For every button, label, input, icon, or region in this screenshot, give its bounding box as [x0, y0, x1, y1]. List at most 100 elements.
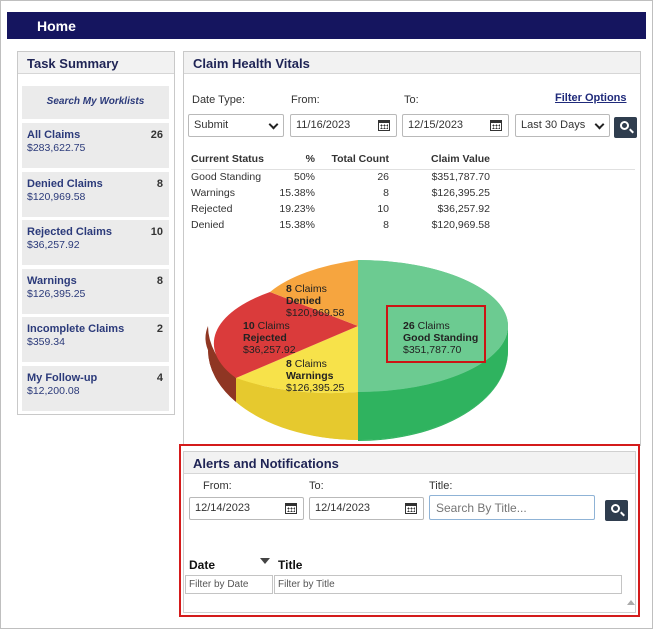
pie-label-count: 8: [286, 283, 292, 295]
table-cell: 26: [377, 171, 389, 184]
pie-label-status: Warnings: [286, 370, 334, 382]
col-total-count: Total Count: [315, 151, 389, 170]
task-item-count: 10: [150, 226, 163, 238]
alerts-highlight-outline: [179, 444, 640, 617]
table-row: Warnings 15.38% 8 $126,395.25: [191, 185, 635, 201]
date-type-value: Submit: [194, 119, 229, 131]
task-item-name: Rejected Claims: [27, 226, 112, 238]
calendar-icon[interactable]: [405, 503, 417, 514]
top-nav-bar: Home: [7, 12, 646, 39]
col-claim-value: Claim Value: [389, 151, 490, 170]
table-row: Rejected 19.23% 10 $36,257.92: [191, 201, 635, 217]
task-item-warnings[interactable]: Warnings 8 $126,395.25: [22, 269, 169, 314]
search-icon: [620, 121, 629, 130]
search-button[interactable]: [614, 117, 637, 138]
table-cell: $36,257.92: [437, 203, 490, 215]
pie-label-unit: Claims: [294, 283, 327, 295]
search-icon: [611, 504, 620, 513]
col-percent: %: [275, 151, 315, 170]
calendar-icon[interactable]: [490, 120, 502, 131]
alerts-from-date-field[interactable]: 12/14/2023: [189, 497, 304, 520]
alerts-search-button[interactable]: [605, 500, 628, 521]
col-date-header[interactable]: Date: [189, 558, 216, 572]
from-date-value: 11/16/2023: [296, 119, 351, 131]
alerts-to-date-field[interactable]: 12/14/2023: [309, 497, 424, 520]
col-title-header[interactable]: Title: [278, 558, 303, 572]
table-cell: Denied: [191, 219, 225, 231]
table-cell: [490, 185, 635, 201]
table-cell: 15.38%: [279, 219, 315, 231]
chevron-down-icon: [594, 119, 605, 130]
alerts-from-label: From:: [203, 480, 232, 492]
task-item-name: Denied Claims: [27, 178, 103, 190]
from-label: From:: [291, 94, 320, 106]
table-header-row: Current Status % Total Count Claim Value: [191, 151, 635, 170]
to-date-field[interactable]: 12/15/2023: [402, 114, 509, 137]
task-item-name: Warnings: [27, 275, 77, 287]
search-worklists-button[interactable]: Search My Worklists: [22, 86, 169, 119]
pie-label-good-standing: 26 Claims Good Standing $351,787.70: [403, 320, 478, 356]
date-type-select[interactable]: Submit: [188, 114, 284, 137]
table-cell: [490, 169, 635, 185]
task-item-all-claims[interactable]: All Claims 26 $283,622.75: [22, 123, 169, 168]
sort-descending-icon[interactable]: [260, 558, 270, 564]
pie-label-denied: 8 Claims Denied $120,969.58: [286, 283, 344, 319]
filter-by-title-input[interactable]: Filter by Title: [274, 575, 622, 594]
claim-health-panel: Claim Health Vitals: [183, 51, 641, 446]
filter-options-link[interactable]: Filter Options: [555, 92, 627, 104]
filter-by-date-input[interactable]: Filter by Date: [185, 575, 273, 594]
col-spacer: [490, 151, 635, 170]
pie-label-amount: $126,395.25: [286, 382, 345, 394]
alerts-from-date-value: 12/14/2023: [195, 502, 251, 514]
calendar-icon[interactable]: [285, 503, 297, 514]
pie-label-unit: Claims: [257, 320, 290, 332]
claim-status-table: Current Status % Total Count Claim Value…: [191, 151, 635, 233]
chevron-down-icon: [268, 119, 279, 130]
task-item-amount: $12,200.08: [27, 385, 80, 397]
task-item-amount: $36,257.92: [27, 239, 80, 251]
pie-label-status: Rejected: [243, 332, 287, 344]
task-item-amount: $359.34: [27, 336, 65, 348]
to-label: To:: [404, 94, 419, 106]
table-cell: [490, 217, 635, 233]
calendar-icon[interactable]: [378, 120, 390, 131]
alerts-title-search-input[interactable]: [429, 495, 595, 520]
alerts-title-label: Title:: [429, 480, 453, 492]
table-cell: Rejected: [191, 203, 233, 215]
task-summary-title: Task Summary: [18, 52, 174, 74]
table-cell: 10: [377, 203, 389, 215]
table-cell: Warnings: [191, 187, 235, 199]
table-cell: 19.23%: [279, 203, 315, 215]
task-item-count: 2: [156, 323, 163, 335]
to-date-value: 12/15/2023: [408, 119, 464, 131]
col-current-status: Current Status: [191, 151, 275, 170]
pie-label-amount: $351,787.70: [403, 344, 462, 356]
table-row: Good Standing 50% 26 $351,787.70: [191, 169, 635, 185]
task-item-name: All Claims: [27, 129, 81, 141]
claim-health-title: Claim Health Vitals: [184, 52, 640, 74]
task-item-my-follow-up[interactable]: My Follow-up 4 $12,200.08: [22, 366, 169, 411]
task-item-count: 8: [156, 275, 163, 287]
pie-label-count: 26: [403, 320, 415, 332]
page-title[interactable]: Home: [37, 18, 76, 34]
task-item-denied-claims[interactable]: Denied Claims 8 $120,969.58: [22, 172, 169, 217]
pie-label-unit: Claims: [294, 358, 327, 370]
date-range-value: Last 30 Days: [521, 119, 586, 131]
from-date-field[interactable]: 11/16/2023: [290, 114, 397, 137]
pie-label-status: Denied: [286, 295, 322, 307]
table-cell: $120,969.58: [431, 219, 490, 231]
task-item-count: 26: [150, 129, 163, 141]
table-cell: 8: [383, 187, 389, 199]
resize-handle-icon[interactable]: [627, 600, 635, 605]
table-row: Denied 15.38% 8 $120,969.58: [191, 217, 635, 233]
task-item-rejected-claims[interactable]: Rejected Claims 10 $36,257.92: [22, 220, 169, 265]
pie-label-count: 10: [243, 320, 255, 332]
date-range-select[interactable]: Last 30 Days: [515, 114, 610, 137]
task-summary-panel: Task Summary Search My Worklists All Cla…: [17, 51, 175, 415]
table-cell: 15.38%: [279, 187, 315, 199]
table-cell: $126,395.25: [431, 187, 490, 199]
pie-label-amount: $36,257.92: [243, 344, 296, 356]
task-item-incomplete-claims[interactable]: Incomplete Claims 2 $359.34: [22, 317, 169, 362]
alerts-title: Alerts and Notifications: [184, 452, 635, 474]
task-item-name: Incomplete Claims: [27, 323, 125, 335]
